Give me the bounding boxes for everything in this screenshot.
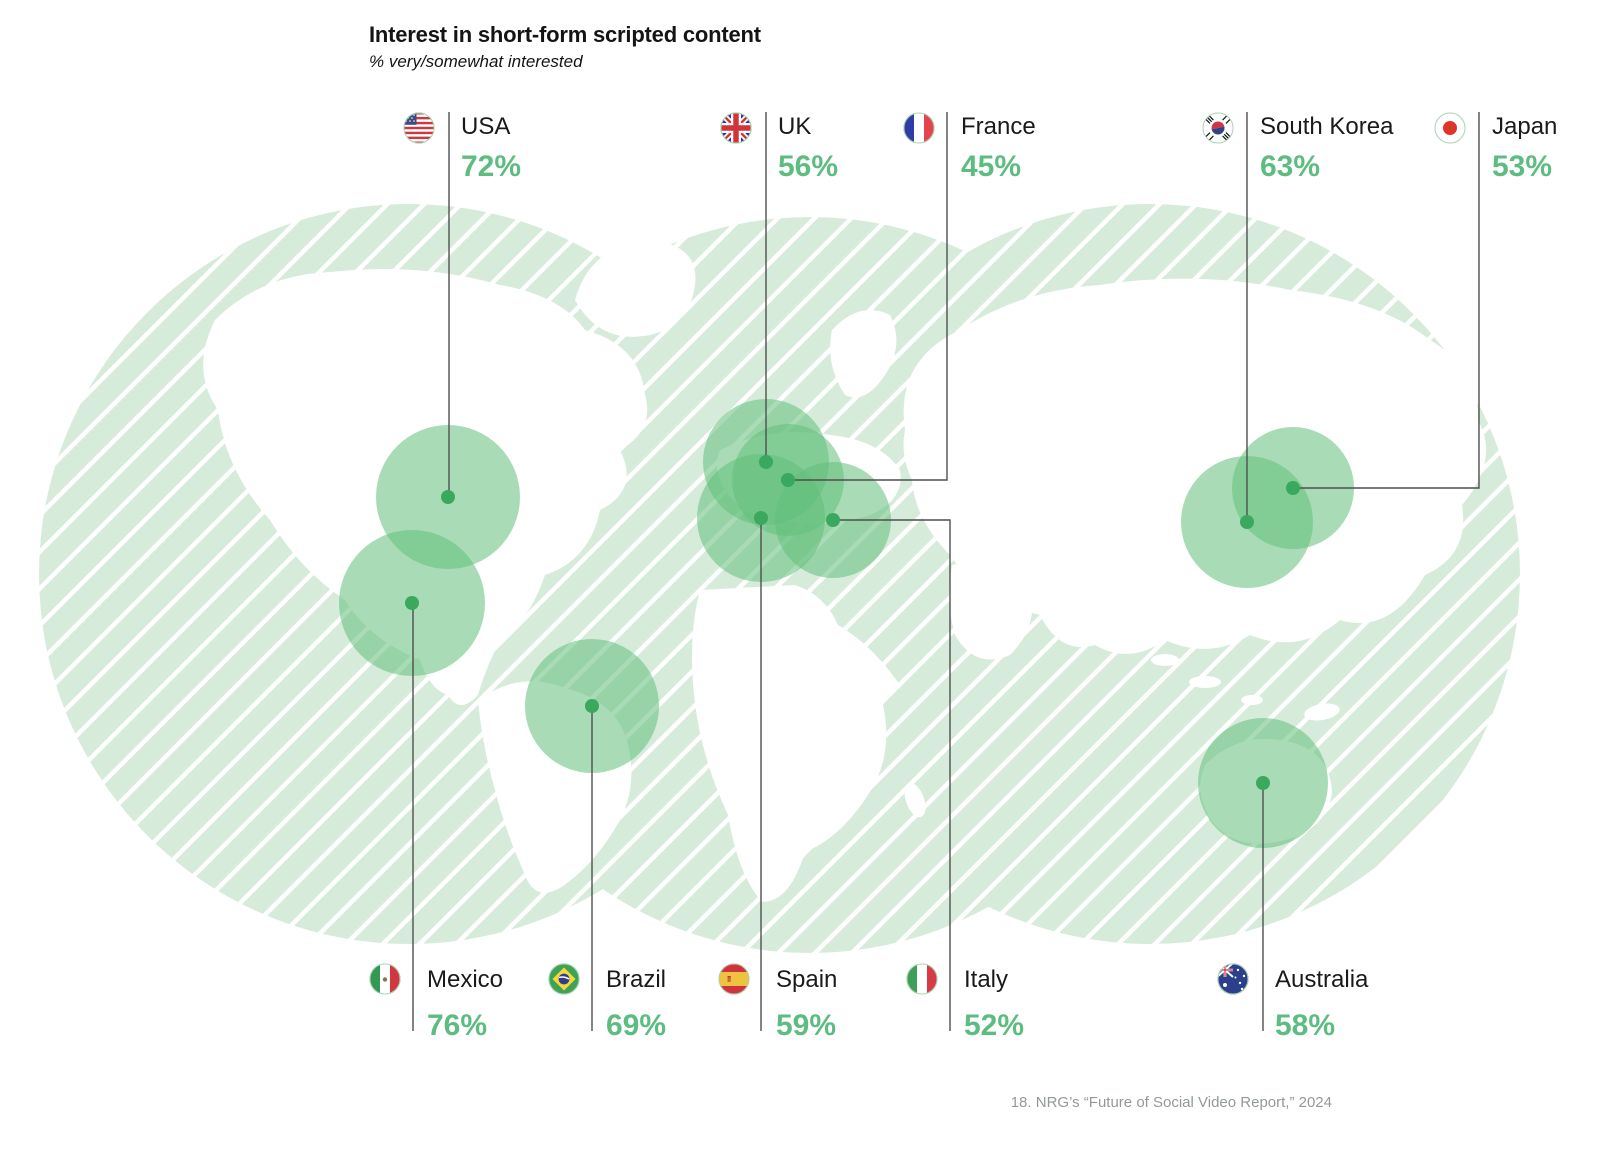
dot-mexico <box>405 596 419 610</box>
dot-layer <box>405 455 1300 790</box>
islands-new-guinea <box>1304 703 1340 721</box>
islands-new-zealand-1 <box>1390 857 1406 883</box>
islands-philippines <box>1284 612 1296 638</box>
continent-arabia <box>949 562 1033 660</box>
islands-indonesia-3 <box>1241 695 1263 705</box>
islands-indonesia-2 <box>1189 676 1221 688</box>
dot-australia <box>1256 776 1270 790</box>
continent-africa <box>692 585 900 902</box>
islands-japan-arc <box>1342 485 1368 525</box>
continent-scandinavia <box>830 310 897 398</box>
continent-greenland <box>575 240 696 337</box>
dot-spain <box>754 511 768 525</box>
chart-title: Interest in short-form scripted content <box>369 22 761 47</box>
dot-brazil <box>585 699 599 713</box>
dot-usa <box>441 490 455 504</box>
islands-new-zealand-2 <box>1404 891 1420 909</box>
chart-subtitle: % very/somewhat interested <box>369 52 583 71</box>
dot-uk <box>759 455 773 469</box>
islands-indonesia-1 <box>1151 654 1179 666</box>
dot-france <box>781 473 795 487</box>
callout-line-italy <box>833 519 951 1031</box>
continent-asia <box>903 278 1487 654</box>
dot-south-korea <box>1240 515 1254 529</box>
callout-line-japan <box>1293 112 1480 489</box>
continent-madagascar <box>904 782 926 818</box>
dot-italy <box>826 513 840 527</box>
callout-line-layer <box>412 112 1480 1031</box>
islands-japan-arc-2 <box>1330 536 1344 560</box>
callout-line-france <box>788 112 948 481</box>
source-note: 18. NRG’s “Future of Social Video Report… <box>1010 1094 1332 1111</box>
dot-japan <box>1286 481 1300 495</box>
title-block: Interest in short-form scripted content … <box>369 22 761 72</box>
